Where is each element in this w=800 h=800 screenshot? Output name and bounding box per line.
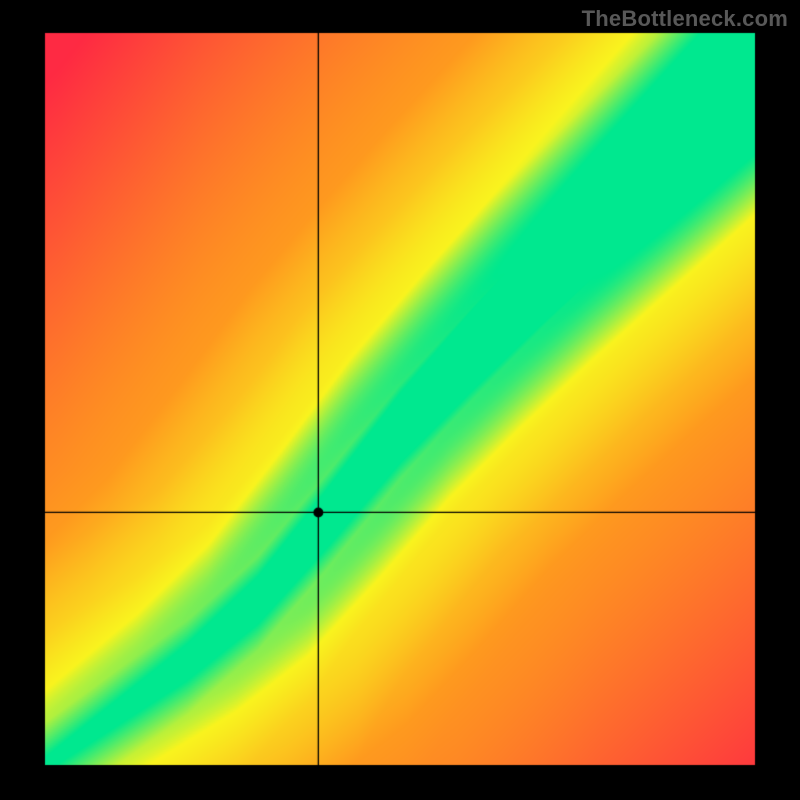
watermark-text: TheBottleneck.com: [582, 6, 788, 32]
chart-container: TheBottleneck.com: [0, 0, 800, 800]
bottleneck-heatmap: [0, 0, 800, 800]
